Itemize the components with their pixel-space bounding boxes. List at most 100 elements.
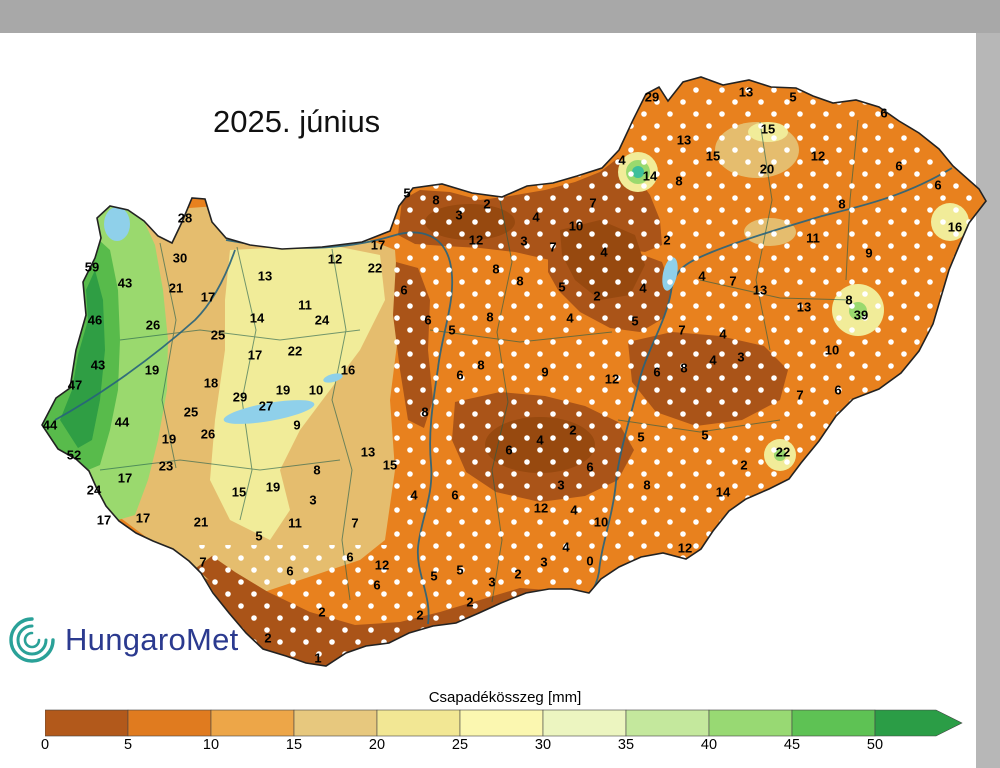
map-value-label: 11: [288, 516, 302, 531]
map-value-label: 15: [706, 149, 720, 164]
map-value-label: 2: [318, 605, 325, 620]
map-value-label: 22: [288, 344, 302, 359]
map-value-label: 6: [653, 365, 660, 380]
map-value-label: 3: [309, 493, 316, 508]
map-value-label: 7: [729, 274, 736, 289]
map-value-label: 16: [341, 363, 355, 378]
map-value-label: 43: [118, 276, 132, 291]
lake-ferto: [104, 207, 130, 241]
map-value-label: 27: [259, 399, 273, 414]
map-value-label: 7: [678, 323, 685, 338]
map-value-label: 30: [173, 251, 187, 266]
legend-segment: [708, 709, 793, 737]
legend-segment: [376, 709, 461, 737]
map-value-label: 6: [895, 159, 902, 174]
map-value-label: 19: [276, 383, 290, 398]
map-value-label: 25: [211, 328, 225, 343]
map-value-label: 12: [811, 149, 825, 164]
map-value-label: 2: [466, 595, 473, 610]
legend-tick-label: 15: [285, 737, 303, 753]
map-value-label: 4: [566, 311, 574, 326]
map-value-label: 17: [136, 511, 150, 526]
map-value-label: 23: [159, 459, 173, 474]
map-value-label: 10: [569, 219, 583, 234]
map-value-label: 4: [562, 540, 570, 555]
map-value-label: 14: [643, 169, 658, 184]
right-scrollbar[interactable]: [976, 33, 1000, 768]
map-fill-layers: [42, 77, 986, 666]
map-value-label: 20: [760, 162, 774, 177]
map-value-label: 7: [351, 516, 358, 531]
top-scrollbar[interactable]: [0, 0, 1000, 33]
map-value-label: 28: [178, 211, 192, 226]
map-value-label: 13: [677, 133, 691, 148]
map-value-label: 16: [948, 220, 962, 235]
map-value-label: 5: [631, 314, 638, 329]
map-value-label: 21: [169, 281, 183, 296]
legend-tick-label: 30: [534, 737, 552, 753]
map-value-label: 2: [264, 631, 271, 646]
map-value-label: 4: [410, 488, 418, 503]
map-value-label: 22: [776, 445, 790, 460]
legend-tick-label: 5: [123, 737, 133, 753]
map-value-label: 3: [557, 478, 564, 493]
legend-segment: [210, 709, 295, 737]
map-value-label: 5: [701, 428, 708, 443]
spiral-logo-icon: [9, 617, 55, 663]
map-value-label: 15: [232, 485, 246, 500]
legend-tick-label: 50: [866, 737, 884, 753]
dark-green-precip-region: [60, 270, 105, 448]
map-value-label: 8: [643, 478, 650, 493]
map-value-label: 1: [314, 651, 321, 666]
map-value-label: 2: [569, 423, 576, 438]
map-value-label: 8: [675, 174, 682, 189]
map-value-label: 13: [258, 269, 272, 284]
map-value-label: 4: [618, 153, 626, 168]
map-value-label: 6: [346, 550, 353, 565]
map-value-label: 8: [845, 293, 852, 308]
legend-tick-label: 40: [700, 737, 718, 753]
map-value-label: 17: [371, 238, 385, 253]
legend-segment: [625, 709, 710, 737]
map-value-label: 4: [639, 281, 647, 296]
legend-segment: [459, 709, 544, 737]
map-value-label: 10: [825, 343, 839, 358]
map-value-label: 5: [403, 186, 410, 201]
map-value-label: 43: [91, 358, 105, 373]
map-value-label: 8: [492, 262, 499, 277]
map-value-label: 7: [589, 196, 596, 211]
country-border: [41, 76, 987, 667]
map-value-label: 5: [448, 323, 455, 338]
map-value-label: 6: [373, 578, 380, 593]
map-value-label: 3: [520, 234, 527, 249]
map-value-label: 8: [680, 361, 687, 376]
legend-segment: [293, 709, 378, 737]
legend-segment: [45, 709, 129, 737]
map-value-label: 46: [88, 313, 102, 328]
map-value-label: 8: [838, 197, 845, 212]
map-value-label: 4: [709, 353, 717, 368]
map-value-label: 17: [201, 290, 215, 305]
map-value-label: 13: [361, 445, 375, 460]
map-value-label: 44: [43, 418, 58, 433]
map-value-label: 6: [505, 443, 512, 458]
map-value-label: 3: [540, 555, 547, 570]
map-value-label: 4: [570, 503, 578, 518]
map-value-label: 8: [486, 310, 493, 325]
map-value-label: 8: [421, 405, 428, 420]
map-value-label: 15: [761, 122, 775, 137]
legend-segment: [542, 709, 627, 737]
map-value-label: 12: [678, 541, 692, 556]
map-value-label: 14: [716, 485, 731, 500]
hungaromet-logo-text: HungaroMet: [65, 622, 239, 657]
map-value-label: 44: [115, 415, 130, 430]
map-value-label: 7: [549, 240, 556, 255]
map-value-label: 0: [586, 554, 593, 569]
map-value-label: 2: [740, 458, 747, 473]
legend-tick-label: 10: [202, 737, 220, 753]
precip-color-scale: [45, 709, 963, 737]
map-value-label: 52: [67, 448, 81, 463]
map-value-label: 6: [424, 313, 431, 328]
map-title: 2025. június: [213, 104, 381, 139]
